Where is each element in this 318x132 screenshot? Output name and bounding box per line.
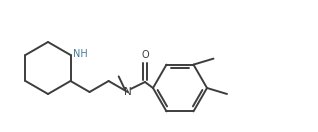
Text: NH: NH xyxy=(73,49,87,59)
Text: O: O xyxy=(141,50,149,60)
Text: N: N xyxy=(124,87,132,97)
